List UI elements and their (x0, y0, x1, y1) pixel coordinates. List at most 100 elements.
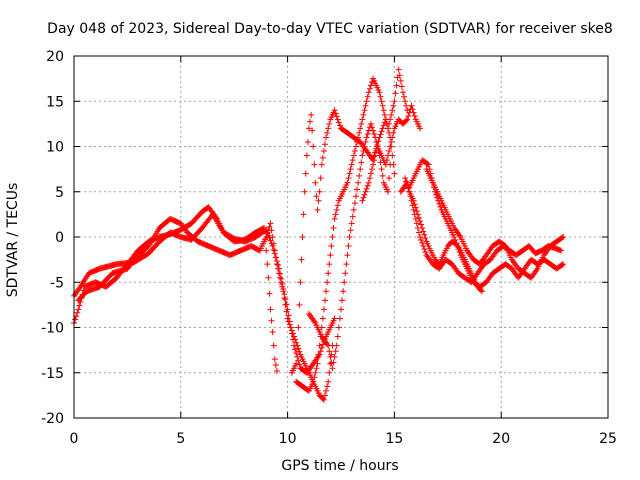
series-track-11 (402, 175, 485, 295)
data-point (367, 82, 374, 89)
data-point (388, 111, 395, 118)
data-point (365, 89, 372, 96)
data-point (334, 333, 341, 340)
data-point (359, 116, 366, 123)
y-tick-label: -10 (41, 321, 64, 337)
data-point (477, 287, 484, 294)
data-point (360, 111, 367, 118)
data-point (271, 247, 278, 254)
y-tick-label: -5 (50, 275, 64, 291)
data-point (411, 201, 418, 208)
data-point (392, 90, 399, 97)
data-point (404, 116, 411, 123)
data-point (325, 378, 332, 385)
data-point (296, 301, 303, 308)
data-point (270, 246, 277, 253)
data-point (268, 227, 275, 234)
x-tick-label: 0 (70, 431, 79, 447)
data-point (317, 175, 324, 182)
data-point (420, 243, 427, 250)
y-tick-label: 10 (46, 140, 64, 156)
data-point (388, 138, 395, 145)
data-point (404, 181, 411, 188)
data-point (386, 175, 393, 182)
data-point (297, 279, 304, 286)
data-point (339, 297, 346, 304)
data-point (311, 161, 318, 168)
data-point (293, 360, 300, 367)
data-point (318, 161, 325, 168)
data-point (364, 131, 371, 138)
data-point (335, 119, 342, 126)
data-point (357, 125, 364, 132)
data-point (381, 111, 388, 118)
data-point (342, 270, 349, 277)
data-point (282, 296, 289, 303)
data-point (346, 170, 353, 177)
data-point (361, 107, 368, 114)
data-point (344, 179, 351, 186)
data-point (326, 369, 333, 376)
data-point (270, 240, 277, 247)
data-point (412, 215, 419, 222)
data-point (328, 243, 335, 250)
data-point (266, 223, 273, 230)
data-point (320, 148, 327, 155)
data-point (280, 288, 287, 295)
data-point (417, 234, 424, 240)
x-tick-label: 25 (599, 431, 617, 447)
data-point (419, 240, 426, 247)
data-point (274, 265, 281, 272)
data-point (559, 234, 566, 241)
data-point (317, 348, 324, 355)
data-point (390, 129, 397, 136)
data-point (350, 206, 357, 213)
data-point (295, 345, 302, 352)
data-point (273, 367, 280, 374)
data-point (382, 116, 389, 123)
y-tick-label: -15 (41, 366, 64, 382)
data-point (329, 365, 336, 372)
data-point (279, 283, 286, 290)
data-point (414, 211, 421, 218)
data-point (302, 170, 309, 177)
data-point (372, 134, 379, 141)
data-point (373, 138, 380, 145)
data-point (424, 160, 431, 167)
data-point (327, 360, 334, 367)
y-tick-label: 15 (46, 94, 64, 110)
data-point (377, 93, 384, 100)
data-point (352, 193, 359, 200)
data-point (418, 237, 425, 244)
data-point (309, 127, 316, 134)
data-point (412, 204, 419, 211)
series-track-7 (359, 102, 424, 204)
data-point (351, 200, 358, 207)
data-point (331, 215, 338, 222)
data-marks (71, 66, 567, 403)
data-point (384, 152, 391, 159)
data-point (261, 224, 268, 231)
data-point (346, 234, 353, 240)
data-point (323, 134, 330, 141)
data-point (356, 129, 363, 136)
data-point (285, 318, 292, 325)
data-point (316, 188, 323, 195)
data-point (360, 148, 367, 155)
data-point (384, 125, 391, 132)
data-point (391, 98, 398, 105)
data-point (278, 279, 285, 286)
data-point (410, 109, 417, 116)
data-point (363, 185, 370, 192)
data-point (264, 261, 271, 268)
data-point (362, 102, 369, 109)
data-point (559, 261, 566, 268)
data-point (326, 120, 333, 127)
data-point (380, 122, 387, 129)
data-point (326, 261, 333, 268)
data-point (323, 387, 330, 394)
series-track-8 (397, 179, 565, 286)
data-point (437, 203, 444, 210)
data-point (378, 128, 385, 135)
data-point (213, 214, 220, 221)
